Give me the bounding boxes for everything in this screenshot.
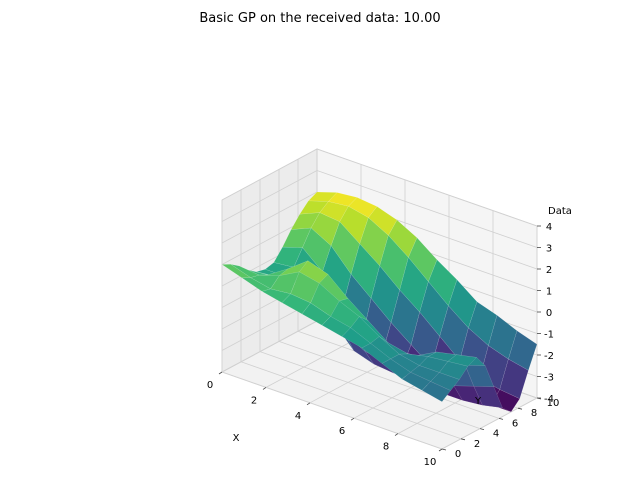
x-tick-label: 2 [251, 395, 257, 406]
tick-mark [438, 448, 443, 452]
floor-grid-x [441, 397, 538, 450]
z-tick-label: 0 [546, 308, 552, 319]
x-tick-label: 6 [339, 426, 345, 437]
y-tick-label: 8 [531, 408, 537, 419]
tick-mark [218, 371, 223, 375]
back-grid-z [316, 170, 538, 248]
y-tick-label: 10 [547, 398, 560, 409]
y-tick-label: 4 [493, 429, 499, 440]
z-tick-label: -4 [544, 394, 554, 405]
z-tick-label: 1 [546, 287, 552, 298]
z-tick-label: 4 [546, 222, 552, 233]
surface-patch [447, 354, 477, 367]
tick-mark [394, 433, 399, 436]
x-tick-label: 0 [207, 380, 213, 391]
floor-grid-y [221, 371, 443, 450]
floor-grid-y [259, 351, 481, 429]
chart-title: Basic GP on the received data: 10.00 [199, 11, 440, 26]
y-tick-label: 2 [474, 439, 480, 450]
back-grid-z [316, 148, 538, 227]
z-tick-label: 2 [546, 265, 552, 276]
left-grid-z [221, 148, 318, 201]
tick-mark [350, 417, 355, 421]
surface-mesh [221, 191, 538, 413]
tick-mark [460, 438, 466, 441]
surface-patch [473, 385, 503, 409]
left-grid-z [221, 191, 318, 244]
z-tick-label: -3 [544, 373, 554, 384]
tick-mark [498, 418, 504, 420]
floor-grid-y [240, 361, 462, 440]
y-tick-label: 0 [455, 449, 461, 460]
surface-patch [421, 381, 451, 402]
y-tick-label: 6 [512, 418, 518, 429]
tick-mark [306, 402, 311, 406]
floor-grid-y [278, 341, 500, 419]
x-tick-label: 10 [424, 457, 437, 468]
x-tick-label: 4 [295, 411, 301, 422]
z-tick-label: -2 [544, 351, 554, 362]
tick-mark [517, 407, 523, 410]
left-grid-z [221, 170, 318, 222]
left-grid-z [221, 320, 318, 373]
y-axis-label: Y [474, 396, 482, 407]
surface-patch [464, 364, 495, 388]
z-tick-label: 3 [546, 244, 552, 255]
x-axis-label: X [233, 433, 240, 444]
surface-patch [499, 358, 529, 399]
tick-mark [262, 387, 267, 390]
tick-mark [441, 448, 447, 451]
z-tick-label: -1 [544, 330, 554, 341]
surface-patch [438, 361, 469, 380]
x-tick-label: 8 [383, 442, 389, 453]
z-axis-label: Data [548, 206, 572, 217]
floor-grid-x [265, 336, 362, 388]
tick-mark [479, 428, 485, 430]
